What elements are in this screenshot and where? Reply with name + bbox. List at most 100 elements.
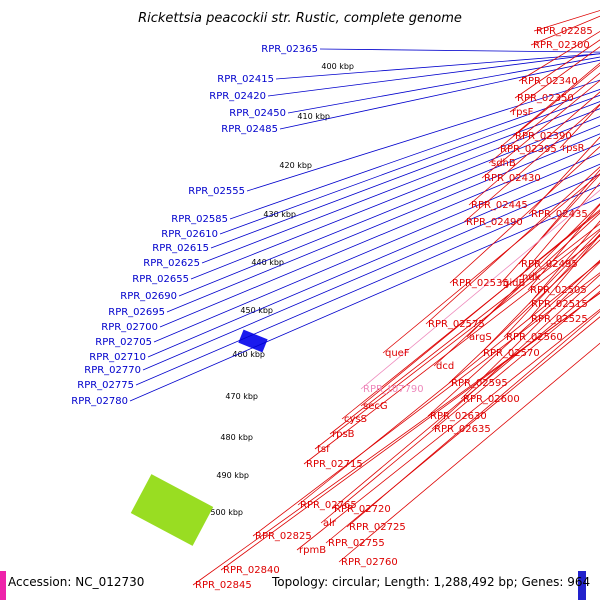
reverse-gene-label: RPR_02755 bbox=[328, 538, 385, 549]
reverse-gene-label: RPR_02435 bbox=[531, 209, 588, 220]
reverse-gene-label: rpmB bbox=[299, 545, 326, 556]
reverse-gene-label: RPR_02350 bbox=[517, 93, 574, 104]
reverse-gene-label: RPR_02635 bbox=[434, 424, 491, 435]
reverse-leader-line bbox=[341, 210, 600, 420]
reverse-gene-label: RPR_02715 bbox=[306, 459, 363, 470]
reverse-leader-line bbox=[519, 182, 600, 278]
legend-swatch-blue bbox=[578, 571, 586, 600]
tick-label: 490 kbp bbox=[216, 471, 249, 480]
forward-gene-label: RPR_02420 bbox=[209, 91, 266, 102]
reverse-gene-label: gidB bbox=[503, 278, 525, 289]
tick-label: 430 kbp bbox=[263, 210, 296, 219]
reverse-gene-label: RPR_02285 bbox=[536, 26, 593, 37]
reverse-gene-label: RPR_02515 bbox=[531, 299, 588, 310]
reverse-leader-line bbox=[320, 290, 600, 524]
tick-label: 410 kbp bbox=[297, 112, 330, 121]
reverse-gene-label: RPR_02430 bbox=[484, 173, 541, 184]
reverse-gene-label: rpsB bbox=[332, 429, 355, 440]
reverse-gene-label: RPR_02765 bbox=[300, 500, 357, 511]
forward-leader-line bbox=[159, 142, 600, 328]
reverse-gene-label: alr bbox=[323, 518, 337, 529]
reverse-leader-line bbox=[488, 72, 600, 164]
forward-gene-label: RPR_02555 bbox=[188, 186, 245, 197]
reverse-leader-line bbox=[325, 316, 600, 544]
tick-label: 440 kbp bbox=[251, 258, 284, 267]
reverse-leader-line bbox=[433, 212, 600, 367]
reverse-gene-label: RPR_02845 bbox=[195, 580, 252, 591]
forward-gene-label: RPR_02485 bbox=[221, 124, 278, 135]
reverse-leader-line bbox=[480, 229, 600, 354]
forward-leader-line bbox=[319, 48, 600, 53]
reverse-leader-line bbox=[503, 233, 600, 338]
reverse-leader-line bbox=[431, 274, 600, 430]
forward-leader-line bbox=[166, 133, 600, 313]
map-title: Rickettsia peacockii str. Rustic, comple… bbox=[138, 11, 462, 26]
reverse-gene-label: RPR_02395 bbox=[500, 144, 557, 155]
reverse-gene-label: rpsR bbox=[562, 143, 585, 154]
reverse-gene-label: sdhB bbox=[491, 158, 516, 169]
reverse-gene-label: cysS bbox=[344, 414, 367, 425]
reverse-gene-label: tsf bbox=[317, 444, 330, 455]
accession-text: Accession: NC_012730 bbox=[8, 575, 144, 589]
reverse-leader-line bbox=[449, 146, 600, 284]
forward-gene-label: RPR_02700 bbox=[101, 322, 158, 333]
tick-label: 470 kbp bbox=[225, 392, 258, 401]
forward-gene-label: RPR_02780 bbox=[71, 396, 128, 407]
forward-gene-label: RPR_02710 bbox=[89, 352, 146, 363]
legend-swatch-pink bbox=[0, 571, 6, 600]
reverse-gene-label: RPR_02535 bbox=[452, 278, 509, 289]
reverse-leader-line bbox=[527, 204, 600, 291]
reverse-gene-label: ndk bbox=[522, 272, 541, 283]
reverse-gene-label: RPR_02575 bbox=[428, 319, 485, 330]
forward-leader-line bbox=[275, 53, 600, 80]
tick-label: 400 kbp bbox=[321, 62, 354, 71]
forward-cds-block bbox=[238, 329, 268, 353]
reverse-gene-label: argS bbox=[469, 332, 492, 343]
reverse-gene-label: queF bbox=[385, 348, 410, 359]
reverse-leader-line bbox=[360, 209, 600, 407]
forward-leader-line bbox=[147, 163, 600, 358]
reverse-leader-line bbox=[500, 173, 600, 284]
reverse-gene-label: RPR_02630 bbox=[430, 411, 487, 422]
forward-gene-label: RPR_02695 bbox=[108, 307, 165, 318]
reverse-leader-line bbox=[514, 39, 600, 99]
reverse-leader-line bbox=[528, 136, 600, 215]
reverse-leader-line bbox=[509, 46, 600, 113]
label-leader-lines bbox=[129, 10, 600, 586]
reverse-leader-line bbox=[518, 169, 600, 265]
reverse-leader-line bbox=[338, 342, 600, 563]
reverse-leader-line bbox=[466, 203, 600, 338]
forward-leader-line bbox=[246, 79, 600, 192]
forward-leader-line bbox=[287, 56, 600, 114]
reverse-gene-label: dcd bbox=[436, 361, 454, 372]
reverse-gene-label: RPR_02825 bbox=[255, 531, 312, 542]
reverse-leader-line bbox=[331, 284, 600, 510]
reverse-gene-label: RPR_02595 bbox=[451, 378, 508, 389]
forward-gene-label: RPR_02770 bbox=[84, 365, 141, 376]
forward-gene-label: RPR_02775 bbox=[77, 380, 134, 391]
reverse-gene-label: RPR_02725 bbox=[349, 522, 406, 533]
reverse-gene-label: RPR_02495 bbox=[521, 259, 578, 270]
reverse-leader-line bbox=[463, 103, 600, 223]
reverse-leader-line bbox=[360, 189, 600, 390]
forward-gene-label: RPR_02705 bbox=[95, 337, 152, 348]
reverse-leader-line bbox=[252, 272, 600, 537]
reverse-leader-line bbox=[314, 228, 600, 450]
reverse-gene-label: rpsF bbox=[512, 107, 534, 118]
forward-leader-line bbox=[279, 59, 600, 130]
reverse-leader-line bbox=[297, 260, 600, 506]
reverse-gene-label: RPR_02505 bbox=[530, 285, 587, 296]
reverse-gene-label: RPR_02525 bbox=[531, 314, 588, 325]
reverse-gene-label: RPR_t07790 bbox=[363, 384, 424, 395]
reverse-leader-line bbox=[448, 239, 600, 384]
reverse-gene-label: RPR_02300 bbox=[533, 40, 590, 51]
tick-label: 420 kbp bbox=[279, 161, 312, 170]
reverse-leader-line bbox=[425, 166, 600, 325]
reverse-leader-line bbox=[303, 235, 600, 465]
reverse-leader-line bbox=[528, 234, 600, 320]
forward-gene-label: RPR_02415 bbox=[217, 74, 274, 85]
reverse-leader-line bbox=[559, 104, 600, 149]
forward-leader-line bbox=[190, 116, 600, 280]
reverse-leader-line bbox=[497, 64, 600, 150]
